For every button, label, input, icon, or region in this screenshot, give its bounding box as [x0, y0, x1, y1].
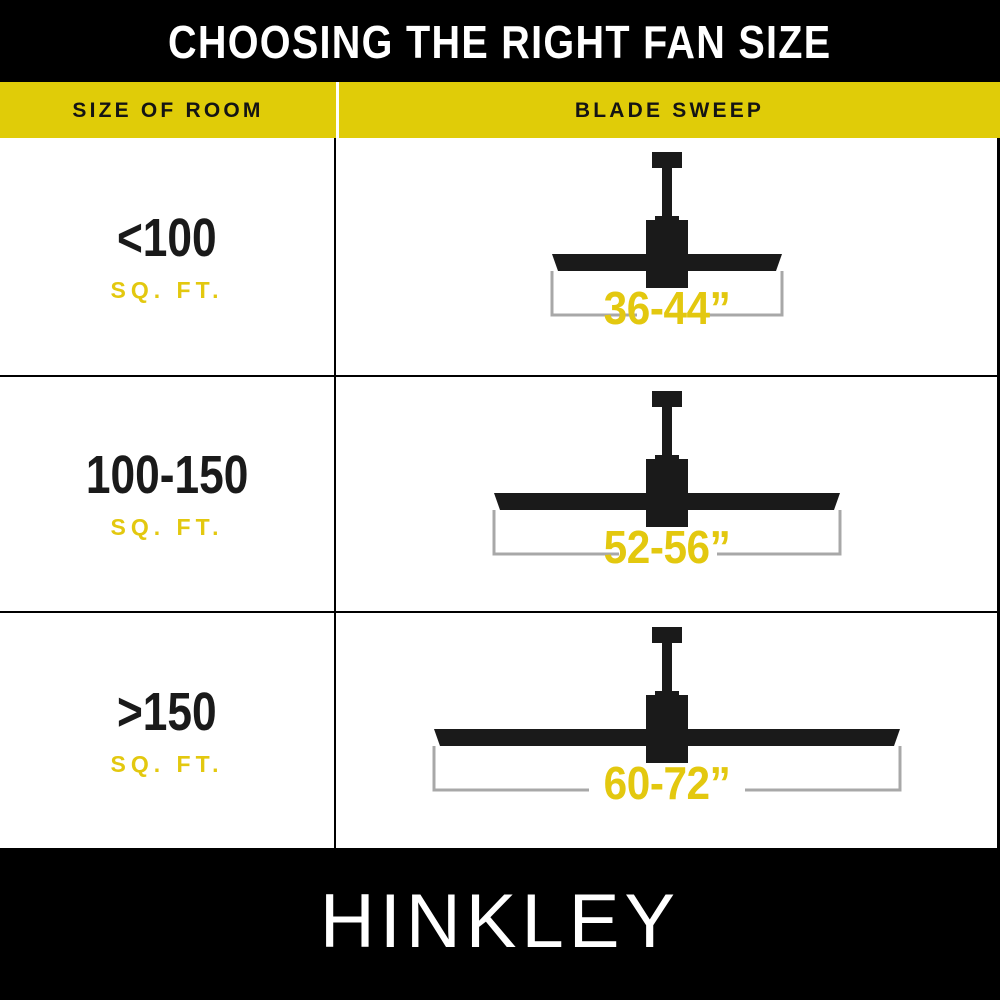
blade-sweep-cell: 52-56” [336, 377, 997, 612]
title-band: CHOOSING THE RIGHT FAN SIZE [0, 0, 1000, 82]
room-size-value: <100 [117, 207, 217, 268]
ceiling-fan-icon [492, 390, 841, 556]
fan-illustration: 52-56” [336, 377, 997, 612]
table-body: <100 SQ. FT. [0, 138, 1000, 848]
room-size-cell: <100 SQ. FT. [0, 138, 336, 375]
column-header-blade-sweep: BLADE SWEEP [336, 82, 1000, 138]
brand-logo-text: HINKLEY [319, 879, 681, 964]
ceiling-fan-icon [432, 627, 901, 792]
table-row: 100-150 SQ. FT. 52-56” [0, 374, 997, 612]
blade-sweep-value: 36-44” [603, 282, 730, 334]
column-header-label: BLADE SWEEP [574, 98, 765, 122]
column-header-band: SIZE OF ROOM BLADE SWEEP [0, 82, 1000, 138]
blade-sweep-cell: 60-72” [336, 613, 997, 848]
table-row: <100 SQ. FT. [0, 138, 997, 375]
brand-band: HINKLEY [0, 848, 1000, 1000]
room-size-value: >150 [117, 682, 217, 743]
blade-sweep-cell: 36-44” [336, 138, 997, 375]
blade-sweep-value: 52-56” [603, 520, 730, 573]
room-size-value: 100-150 [85, 445, 249, 506]
fan-illustration: 36-44” [336, 138, 997, 375]
ceiling-fan-icon [550, 152, 783, 317]
room-size-cell: 100-150 SQ. FT. [0, 376, 336, 612]
column-header-size-of-room: SIZE OF ROOM [0, 82, 336, 138]
table-row: >150 SQ. FT. 60-72” [0, 611, 997, 848]
room-size-unit: SQ. FT. [110, 276, 224, 303]
page-title: CHOOSING THE RIGHT FAN SIZE [168, 16, 832, 68]
room-size-unit: SQ. FT. [110, 514, 224, 541]
room-size-unit: SQ. FT. [110, 751, 224, 778]
blade-sweep-value: 60-72” [603, 757, 730, 810]
room-size-cell: >150 SQ. FT. [0, 613, 336, 848]
fan-illustration: 60-72” [336, 613, 997, 848]
column-header-label: SIZE OF ROOM [72, 98, 264, 122]
